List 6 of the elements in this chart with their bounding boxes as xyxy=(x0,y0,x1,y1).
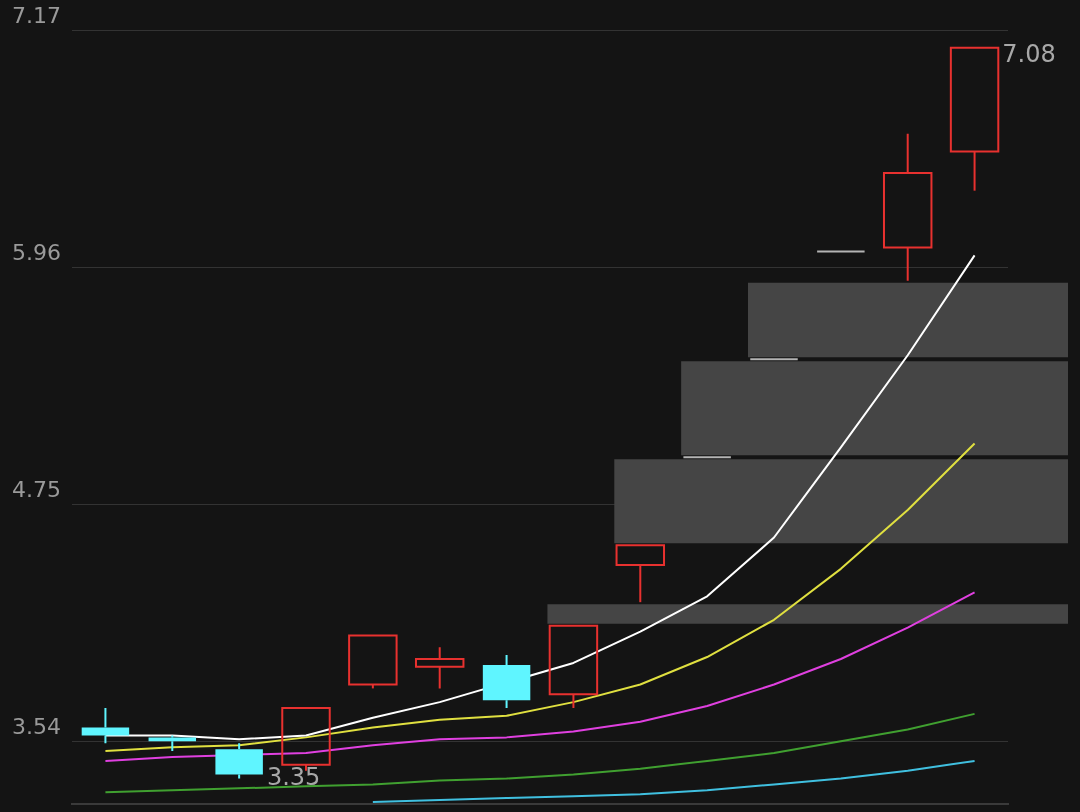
y-tick-label: 3.54 xyxy=(12,714,61,740)
y-tick-label: 5.96 xyxy=(12,239,61,265)
annotation: 7.08 xyxy=(1002,39,1056,68)
annotation: 3.35 xyxy=(266,762,321,791)
y-tick-label: 7.17 xyxy=(12,2,61,28)
y-tick-label: 4.75 xyxy=(12,476,61,502)
